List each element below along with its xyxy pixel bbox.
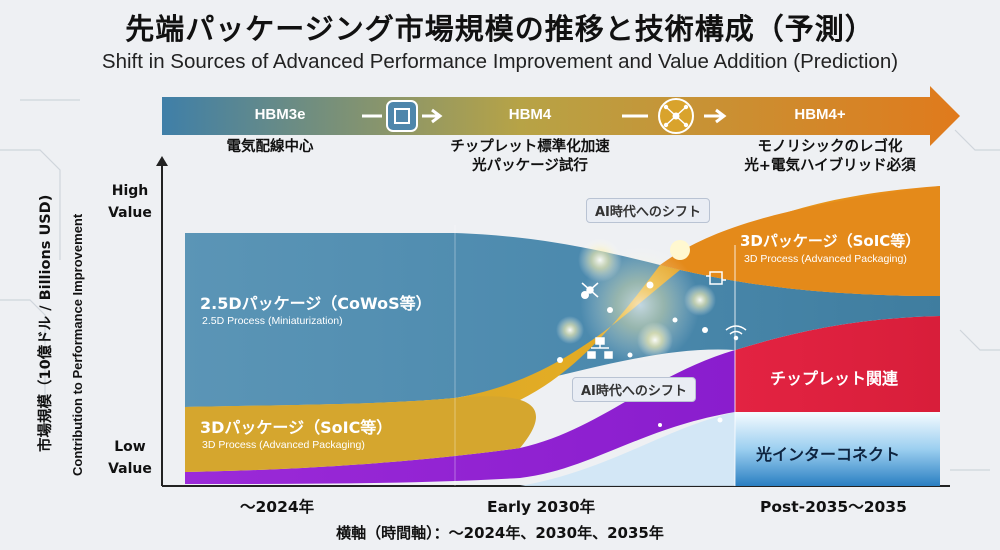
stage-desc-hbm3e: 電気配線中心 (170, 138, 370, 157)
y-high-word1: High (111, 183, 149, 199)
ai-shift-tag-top: AI時代へのシフト (586, 198, 710, 223)
timeline-arrow (162, 86, 960, 146)
network-small-icon (581, 282, 599, 298)
chip-small-icon (706, 271, 726, 285)
y-low-label: Low Value (100, 436, 160, 480)
ai-shift-tag-bottom: AI時代へのシフト (572, 377, 696, 402)
stage-desc-hbm4: チップレット標準化加速 光パッケージ試行 (430, 138, 630, 176)
circuit-background (0, 99, 1000, 471)
stage-desc-hbm4-line2: 光パッケージ試行 (472, 158, 588, 174)
hierarchy-icon (587, 337, 613, 359)
wifi-icon (725, 325, 747, 341)
x-tick-2035: Post-2035〜2035 (760, 498, 907, 516)
label-chiplet: チップレット関連 (770, 369, 899, 388)
band-chiplet (735, 316, 940, 412)
network-icon (622, 98, 727, 134)
stage-label-hbm3e: HBM3e (254, 106, 306, 123)
sublabel-soic-right: 3D Process (Advanced Packaging) (744, 253, 907, 265)
y-high-label: High Value (100, 180, 160, 224)
page-subtitle: Shift in Sources of Advanced Performance… (101, 50, 899, 73)
x-axis-note: 横軸（時間軸）：〜2024年、2030年、2035年 (336, 524, 664, 542)
chip-icon (362, 100, 443, 132)
y-axis-label-ja: 市場規模（10億ドル / Billions USD) (38, 194, 54, 452)
stage-desc-hbm4plus-line1: モノリシックのレゴ化 (757, 139, 903, 155)
y-high-word2: Value (108, 205, 152, 221)
y-low-word1: Low (114, 439, 146, 455)
stage-desc-hbm4plus: モノリシックのレゴ化 光+電気ハイブリッド必須 (715, 138, 945, 176)
x-tick-2030: Early 2030年 (487, 498, 596, 516)
label-soic-right: 3Dパッケージ（SoIC等） (740, 232, 921, 250)
band-optical (735, 412, 940, 486)
stage-desc-hbm3e-line: 電気配線中心 (226, 139, 314, 155)
y-axis-label-en: Contribution to Performance Improvement (70, 213, 85, 476)
label-optical: 光インターコネクト (756, 445, 901, 464)
band-soic-lower (185, 396, 536, 472)
stage-label-hbm4: HBM4 (508, 106, 552, 123)
stage-desc-hbm4-line1: チップレット標準化加速 (450, 139, 610, 155)
y-axis-arrowhead (156, 156, 168, 166)
label-soic-left: 3Dパッケージ（SoIC等） (200, 418, 393, 437)
band-soic-upper-right (660, 186, 940, 296)
stage-label-hbm4plus: HBM4+ (794, 106, 846, 123)
band-optical-flow (520, 412, 735, 486)
sublabel-cowos: 2.5D Process (Miniaturization) (202, 315, 343, 327)
y-low-word2: Value (108, 461, 152, 477)
label-cowos: 2.5Dパッケージ（CoWoS等） (200, 294, 432, 313)
page-title: 先端パッケージング市場規模の推移と技術構成（予測） (125, 12, 875, 46)
x-tick-2024: 〜2024年 (240, 498, 315, 516)
sublabel-soic-left: 3D Process (Advanced Packaging) (202, 439, 365, 451)
stage-desc-hbm4plus-line2: 光+電気ハイブリッド必須 (744, 158, 916, 174)
